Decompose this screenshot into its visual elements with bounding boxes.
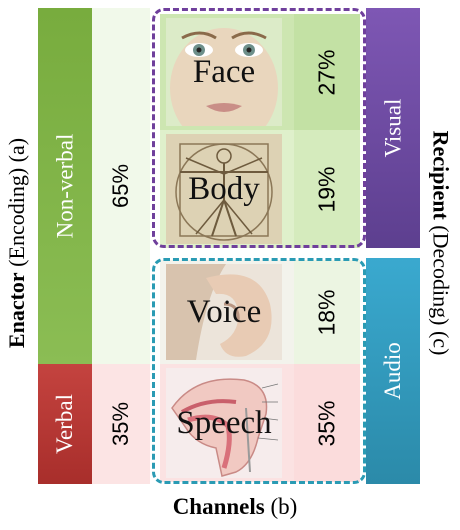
- category-verbal-percent-cell: 35%: [92, 364, 150, 484]
- category-verbal: Verbal: [38, 364, 92, 484]
- face-photo-icon: [166, 18, 282, 126]
- recipient-visual-label: Visual: [380, 98, 406, 158]
- category-verbal-label: Verbal: [52, 393, 77, 455]
- channels-axis-label: Channels (b): [172, 494, 298, 519]
- visual-group-outline: [152, 8, 366, 248]
- category-nonverbal: Non-verbal: [38, 8, 92, 364]
- recipient-audio: Audio: [366, 258, 420, 484]
- audio-group-outline: [152, 258, 366, 484]
- channel-name-body: Body: [188, 170, 260, 207]
- category-nonverbal-label: Non-verbal: [52, 133, 77, 239]
- recipient-visual: Visual: [366, 8, 420, 248]
- channel-row-body: Body 19%: [160, 130, 360, 248]
- enactor-axis-label: Enactor (Encoding) (a): [4, 137, 29, 349]
- channel-row-face: Face 27%: [160, 14, 360, 130]
- vocal-tract-icon: [166, 368, 282, 478]
- channel-name-voice: Voice: [186, 293, 262, 330]
- category-nonverbal-percent-cell: 65%: [92, 8, 150, 364]
- channel-row-voice: Voice 18%: [160, 260, 360, 364]
- recipient-audio-label: Audio: [380, 342, 405, 400]
- channel-row-speech: Speech 35%: [160, 364, 360, 482]
- channel-name-face: Face: [192, 53, 256, 90]
- channel-name-speech: Speech: [176, 404, 272, 441]
- category-verbal-percent: 35%: [107, 401, 133, 447]
- category-nonverbal-percent: 65%: [107, 163, 133, 209]
- recipient-axis-label: Recipient (Decoding) (c): [428, 130, 453, 356]
- ear-hand-icon: [166, 264, 282, 360]
- vitruvian-man-icon: [166, 134, 282, 244]
